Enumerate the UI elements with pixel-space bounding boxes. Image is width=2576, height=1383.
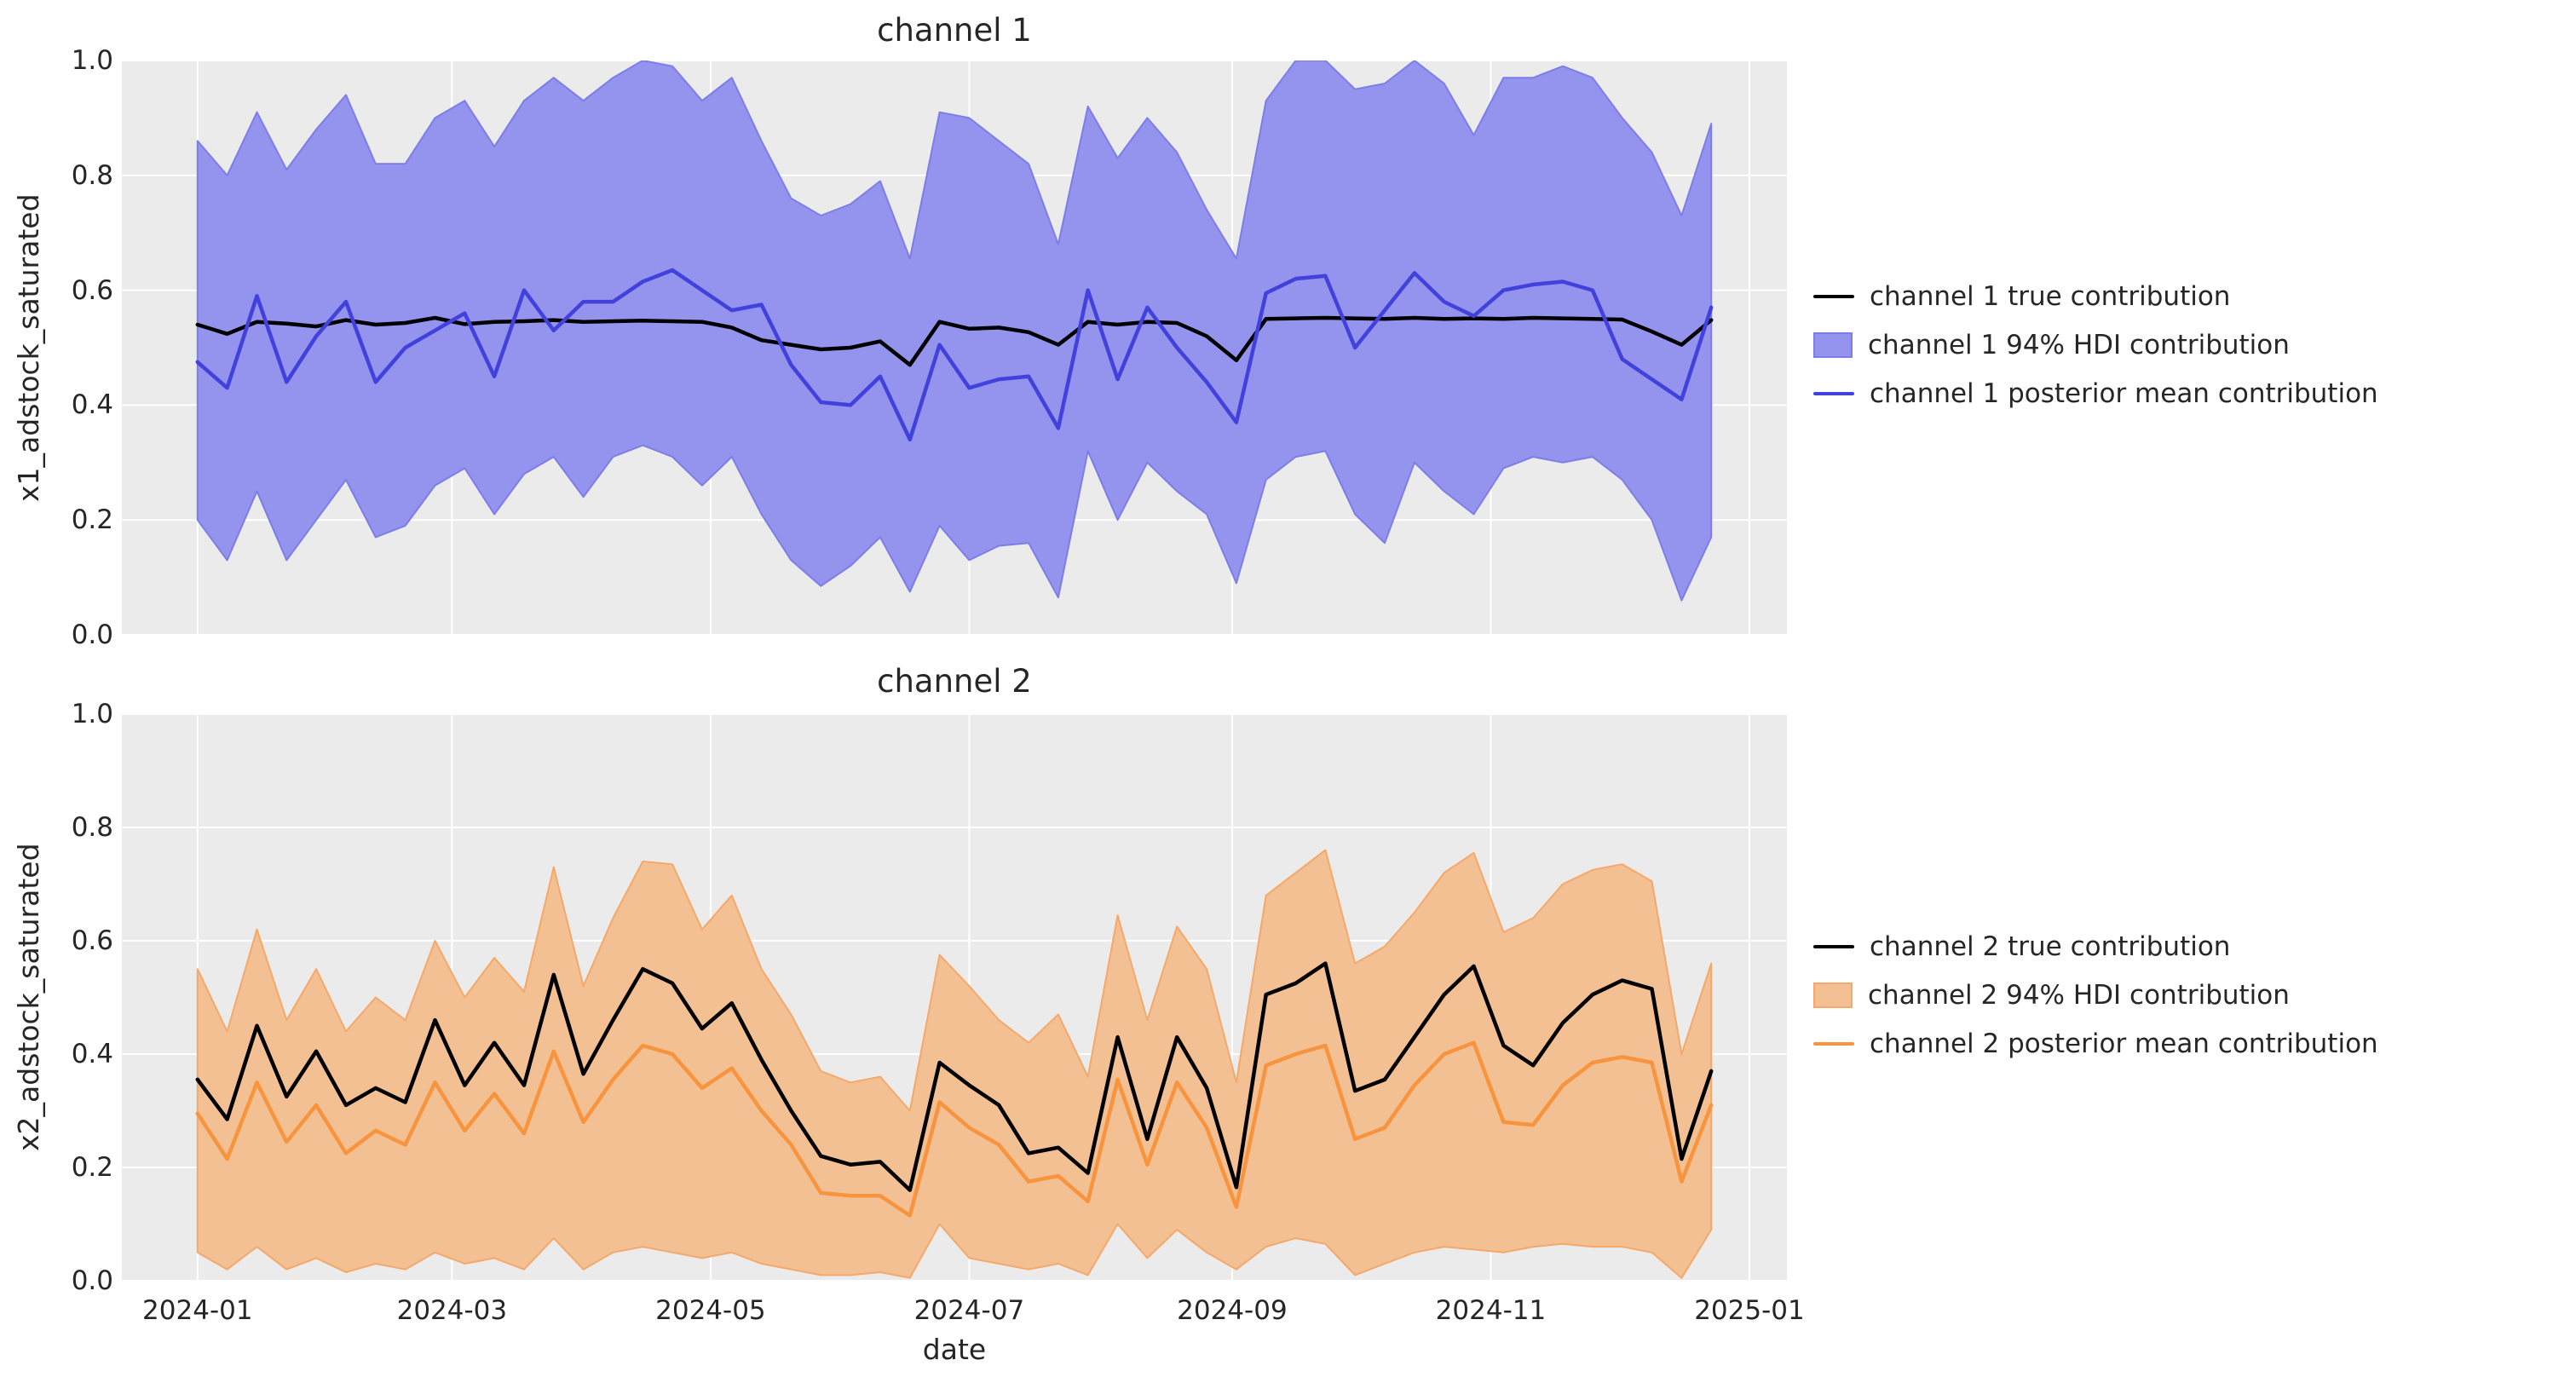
subplot2-legend: channel 2 true contribution channel 2 94%…: [1813, 922, 2378, 1068]
legend-item: channel 1 posterior mean contribution: [1813, 369, 2378, 418]
true-contribution-line: [195, 961, 1714, 1192]
posterior-mean-line: [195, 268, 1714, 442]
legend-line-swatch: [1813, 944, 1854, 948]
legend-item-label: channel 2 94% HDI contribution: [1868, 979, 2290, 1011]
legend-item: channel 2 posterior mean contribution: [1813, 1019, 2378, 1068]
legend-line-swatch: [1813, 1041, 1854, 1046]
y-tick-label: 0.8: [71, 812, 113, 843]
x-tick-label: 2024-03: [396, 1295, 508, 1326]
y-tick-label: 0.0: [71, 619, 113, 650]
legend-item: channel 2 true contribution: [1813, 922, 2378, 971]
subplot2-canvas: [122, 714, 1787, 1281]
y-tick-label: 0.0: [71, 1265, 113, 1296]
subplot1-legend: channel 1 true contribution channel 1 94%…: [1813, 272, 2378, 418]
legend-line-swatch: [1813, 391, 1854, 395]
x-tick-label: 2024-01: [142, 1295, 253, 1326]
subplot1-plot-area: [122, 61, 1787, 635]
subplot2-y-axis-label: x2_adstock_saturated: [12, 843, 45, 1152]
legend-item-label: channel 1 true contribution: [1870, 280, 2231, 312]
legend-item-label: channel 1 posterior mean contribution: [1870, 377, 2378, 409]
y-tick-label: 1.0: [71, 45, 113, 76]
x-axis-label: date: [922, 1333, 987, 1366]
y-tick-label: 0.4: [71, 1039, 113, 1069]
hdi-band: [196, 61, 1713, 602]
x-tick-label: 2024-11: [1435, 1295, 1547, 1326]
y-tick-label: 0.2: [71, 504, 113, 536]
legend-item-label: channel 2 posterior mean contribution: [1870, 1028, 2378, 1059]
y-tick-label: 0.2: [71, 1152, 113, 1183]
subplot2-plot-area: [122, 714, 1787, 1281]
legend-band-swatch: [1813, 331, 1853, 358]
subplot1-y-axis-label: x1_adstock_saturated: [12, 193, 45, 502]
x-tick-label: 2024-09: [1177, 1295, 1288, 1326]
legend-item-label: channel 1 94% HDI contribution: [1868, 329, 2290, 360]
legend-line-swatch: [1813, 294, 1854, 298]
x-tick-label: 2024-07: [913, 1295, 1025, 1326]
legend-item-label: channel 2 true contribution: [1870, 931, 2231, 962]
y-tick-label: 1.0: [71, 699, 113, 729]
x-tick-label: 2024-05: [655, 1295, 766, 1326]
y-tick-label: 0.8: [71, 159, 113, 191]
subplot1-canvas: [122, 61, 1787, 635]
legend-item: channel 2 94% HDI contribution: [1813, 971, 2378, 1019]
y-tick-label: 0.4: [71, 389, 113, 421]
subplot1-title: channel 1: [877, 12, 1032, 49]
hdi-band: [196, 849, 1713, 1279]
legend-item: channel 1 true contribution: [1813, 272, 2378, 320]
legend-item: channel 1 94% HDI contribution: [1813, 320, 2378, 369]
subplot2-title: channel 2: [877, 663, 1032, 700]
y-tick-label: 0.6: [71, 274, 113, 306]
x-tick-label: 2025-01: [1694, 1295, 1805, 1326]
posterior-mean-line: [195, 1040, 1714, 1218]
y-tick-label: 0.6: [71, 925, 113, 956]
legend-band-swatch: [1813, 982, 1853, 1008]
